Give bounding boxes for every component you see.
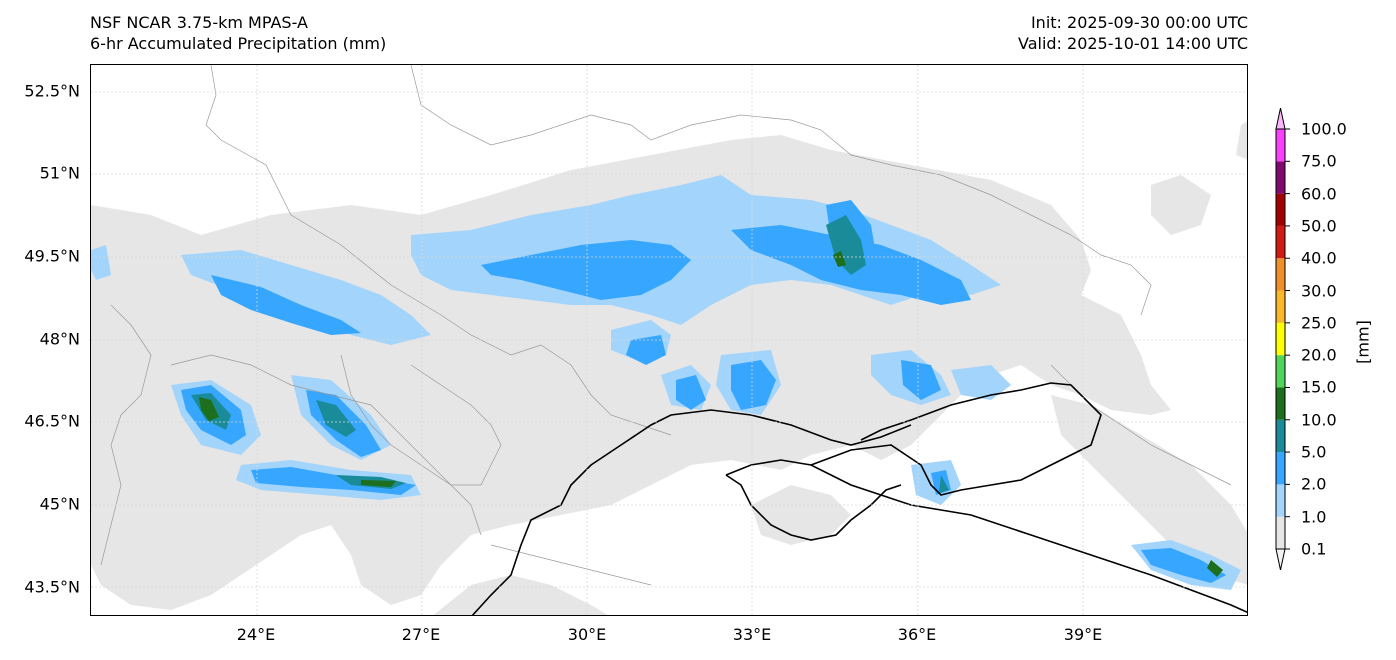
colorbar-segment: [1276, 419, 1285, 453]
coastlines: [471, 382, 1247, 615]
colorbar-ticks: [1285, 128, 1290, 550]
colorbar-min-arrow: [1275, 548, 1286, 570]
colorbar-outline: [1275, 128, 1286, 550]
colorbar-level-label: 30.0: [1301, 281, 1337, 301]
colorbar-segment: [1276, 516, 1285, 549]
title-left: NSF NCAR 3.75-km MPAS-A 6-hr Accumulated…: [90, 12, 386, 54]
lat-label: 49.5°N: [24, 246, 80, 266]
colorbar-unit: [mm]: [1353, 320, 1373, 364]
colorbar-level-label: 20.0: [1301, 345, 1337, 365]
colorbar-level-label: 75.0: [1301, 151, 1337, 171]
lon-label: 30°E: [567, 625, 607, 644]
colorbar-segment: [1276, 452, 1285, 485]
colorbar-segment: [1276, 161, 1285, 194]
colorbar-level-label: 50.0: [1301, 216, 1337, 236]
lat-label: 48°N: [39, 329, 80, 349]
colorbar-max-arrow: [1275, 108, 1286, 130]
precipitation-map: [91, 65, 1247, 615]
lat-label: 51°N: [39, 163, 80, 183]
lat-label: 43.5°N: [24, 577, 80, 597]
colorbar-level-label: 0.1: [1301, 539, 1327, 559]
colorbar-level-label: 10.0: [1301, 410, 1337, 430]
colorbar-segment: [1276, 129, 1285, 162]
colorbar-level-label: 15.0: [1301, 377, 1337, 397]
lat-label: 52.5°N: [24, 81, 80, 101]
init-time: Init: 2025-09-30 00:00 UTC: [1030, 13, 1248, 32]
lon-label: 39°E: [1063, 625, 1103, 644]
colorbar-segment: [1276, 193, 1285, 226]
colorbar-level-label: 40.0: [1301, 248, 1337, 268]
colorbar-level-label: 60.0: [1301, 184, 1337, 204]
colorbar-segment: [1276, 290, 1285, 323]
precip-green-areas: [199, 251, 1223, 577]
colorbar-level-label: 25.0: [1301, 313, 1337, 333]
colorbar-level-label: 100.0: [1301, 119, 1347, 139]
title-right: Init: 2025-09-30 00:00 UTC Valid: 2025-1…: [1018, 12, 1248, 54]
lat-label: 46.5°N: [24, 411, 80, 431]
model-title: NSF NCAR 3.75-km MPAS-A: [90, 13, 308, 32]
map-panel[interactable]: [90, 64, 1248, 616]
colorbar-segments: [1276, 129, 1285, 549]
colorbar: [1275, 108, 1290, 570]
lon-label: 36°E: [897, 625, 937, 644]
valid-time: Valid: 2025-10-01 14:00 UTC: [1017, 34, 1248, 53]
colorbar-level-label: 2.0: [1301, 474, 1327, 494]
colorbar-segment: [1276, 355, 1285, 388]
lon-label: 27°E: [401, 625, 441, 644]
lon-label: 33°E: [732, 625, 772, 644]
colorbar-segment: [1276, 322, 1285, 356]
colorbar-level-label: 5.0: [1301, 442, 1327, 462]
lon-label: 24°E: [236, 625, 276, 644]
colorbar-segment: [1276, 225, 1285, 259]
colorbar-level-label: 1.0: [1301, 507, 1327, 527]
gridlines: [91, 65, 1247, 615]
colorbar-segment: [1276, 387, 1285, 420]
colorbar-segment: [1276, 258, 1285, 291]
colorbar-segment: [1276, 484, 1285, 517]
lat-label: 45°N: [39, 494, 80, 514]
field-title: 6-hr Accumulated Precipitation (mm): [90, 34, 387, 53]
